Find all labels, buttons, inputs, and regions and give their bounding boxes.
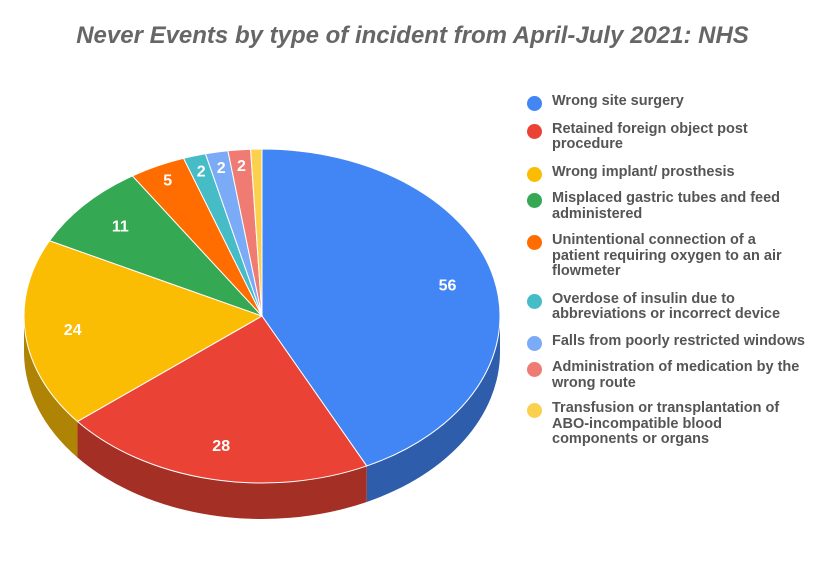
legend-label: Misplaced gastric tubes and feed adminis… bbox=[552, 190, 781, 222]
pie-label-4: 5 bbox=[163, 173, 172, 190]
legend-swatch bbox=[527, 293, 542, 309]
legend-label: Unintentional connection of a patient re… bbox=[552, 232, 782, 279]
pie-side-2 bbox=[24, 316, 78, 458]
legend-item: Misplaced gastric tubes and feed adminis… bbox=[527, 190, 807, 222]
legend-item: Falls from poorly restricted windows bbox=[527, 332, 807, 351]
legend-label: Falls from poorly restricted windows bbox=[552, 332, 805, 349]
pie-slice-2 bbox=[23, 240, 264, 423]
pie-label-5: 2 bbox=[197, 163, 206, 180]
pie-side-1 bbox=[77, 421, 367, 519]
legend-swatch bbox=[527, 193, 542, 208]
legend-swatch bbox=[527, 123, 542, 139]
pie-slice-1 bbox=[76, 315, 368, 484]
legend-item: Transfusion or transplantation of ABO-in… bbox=[527, 400, 807, 448]
legend-swatch bbox=[527, 96, 542, 111]
pie-label-3: 11 bbox=[112, 218, 129, 235]
legend-label: Overdose of insulin due to abbreviations… bbox=[552, 290, 781, 322]
pie-label-7: 2 bbox=[237, 158, 246, 175]
legend-label: Transfusion or transplantation of ABO-in… bbox=[552, 400, 780, 447]
legend-item: Wrong site surgery bbox=[527, 93, 807, 111]
pie-label-1: 28 bbox=[212, 438, 230, 455]
pie-slice-3 bbox=[48, 175, 263, 317]
legend-label: Administration of medication by the wron… bbox=[552, 359, 800, 391]
legend-swatch bbox=[527, 362, 542, 377]
pie-slice-0 bbox=[261, 148, 501, 467]
pie-side-0 bbox=[366, 316, 500, 502]
pie-slices bbox=[23, 148, 501, 484]
legend-label: Wrong implant/ prosthesis bbox=[552, 163, 735, 180]
pie-slice-8 bbox=[250, 148, 263, 317]
legend-item: Overdose of insulin due to abbreviations… bbox=[527, 290, 807, 323]
pie-label-6: 2 bbox=[217, 160, 226, 177]
pie-label-0: 56 bbox=[439, 277, 457, 294]
pie-label-2: 24 bbox=[64, 322, 82, 339]
legend-item: Wrong implant/ prosthesis bbox=[527, 163, 807, 182]
legend-item: Administration of medication by the wron… bbox=[527, 359, 807, 391]
legend-label: Retained foreign object post procedure bbox=[552, 120, 748, 152]
legend-swatch bbox=[527, 403, 542, 418]
legend-item: Unintentional connection of a patient re… bbox=[527, 232, 807, 280]
legend-swatch bbox=[527, 235, 542, 250]
legend: Wrong site surgery Retained foreign objec… bbox=[527, 93, 807, 448]
legend-item: Retained foreign object post procedure bbox=[527, 120, 807, 153]
chart-title: Never Events by type of incident from Ap… bbox=[76, 22, 749, 49]
legend-swatch bbox=[527, 335, 542, 351]
pie-side-walls bbox=[24, 316, 500, 519]
legend-swatch bbox=[527, 166, 542, 182]
legend-label: Wrong site surgery bbox=[552, 93, 684, 109]
